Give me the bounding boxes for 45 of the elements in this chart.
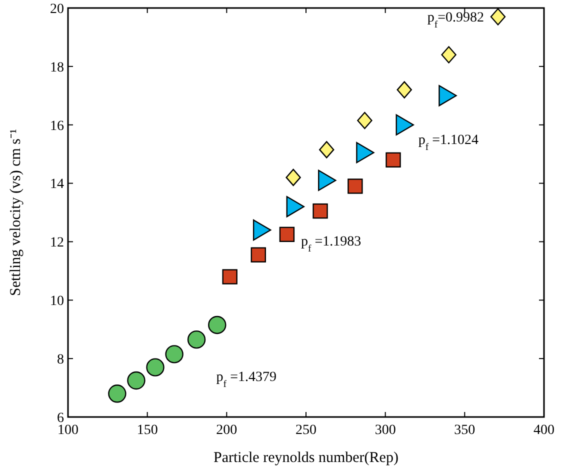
series-label: p$_{f}$ =1.1024 (418, 132, 479, 152)
point (356, 142, 374, 164)
y-tick-label: 12 (50, 236, 64, 251)
series-label: p$_{f}$ =1.4379 (216, 370, 276, 390)
point (319, 141, 334, 158)
point (250, 247, 266, 262)
point (127, 371, 146, 390)
point (318, 170, 336, 191)
point (396, 114, 414, 136)
x-tick-label: 250 (296, 423, 316, 438)
point (357, 112, 372, 130)
x-tick-label: 200 (216, 423, 238, 438)
x-tick-label: 100 (58, 423, 78, 438)
point (490, 8, 506, 26)
y-tick-label: 16 (50, 118, 64, 134)
x-tick-label: 300 (374, 423, 396, 438)
point (222, 269, 238, 284)
x-axis-title: Particle reynolds number(Rep) (214, 450, 398, 466)
y-tick-label: 14 (50, 177, 64, 192)
y-tick-label: 20 (50, 2, 64, 17)
point (286, 196, 304, 218)
point (348, 178, 363, 194)
point (396, 81, 412, 98)
y-tick-label: 10 (50, 294, 64, 310)
y-tick-label: 8 (57, 352, 64, 368)
point (208, 316, 226, 334)
point (441, 46, 456, 64)
point (279, 226, 295, 242)
point (146, 358, 164, 376)
x-tick-label: 350 (454, 423, 476, 438)
x-tick-label: 400 (534, 423, 554, 438)
point (187, 330, 206, 349)
y-tick-label: 6 (57, 410, 64, 426)
x-tick-label: 150 (136, 423, 158, 438)
point (165, 345, 184, 364)
y-axis-title: Settling velocity (vs) cm s⁻¹ (8, 129, 24, 296)
series-label: p$_{f}$ =1.1983 (300, 234, 362, 254)
legend-label: p$_{f}$=0.9982 (427, 10, 484, 30)
point (252, 219, 272, 241)
point (438, 85, 457, 106)
point (386, 152, 401, 168)
y-tick-label: 18 (50, 60, 64, 76)
point (312, 203, 328, 219)
point (286, 168, 301, 186)
point (108, 384, 126, 403)
